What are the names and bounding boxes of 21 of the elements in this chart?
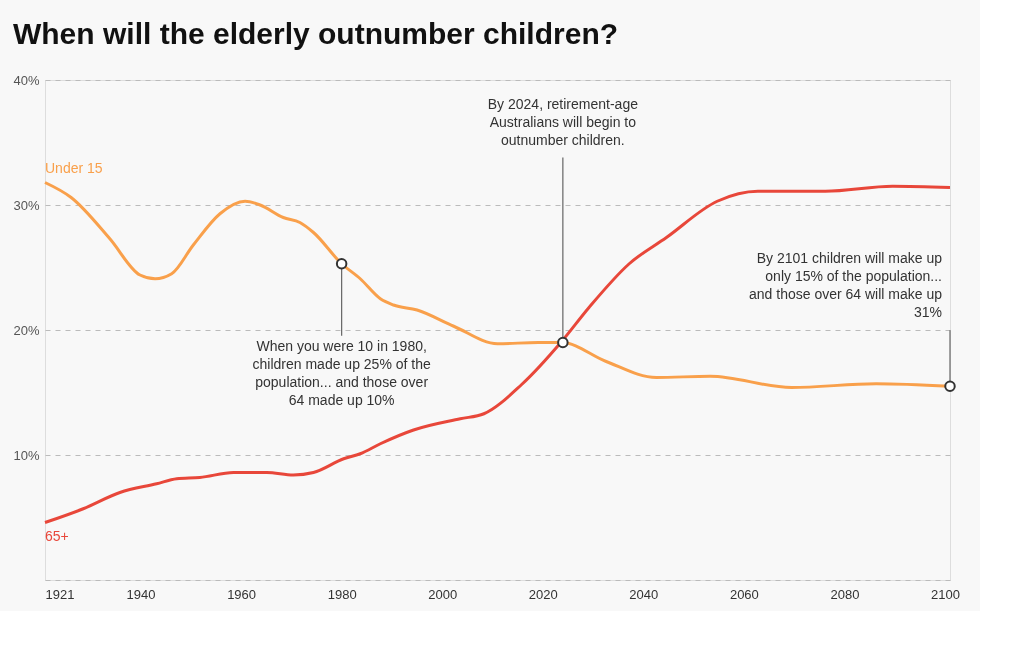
- x-tick-label: 2000: [428, 586, 458, 602]
- chart-title: When will the elderly outnumber children?: [12, 17, 619, 50]
- annotation: By 2024, retirement-age Australians will begin to outnumber children.: [487, 95, 639, 148]
- series-label: Under 15: [45, 159, 103, 176]
- x-tick-label: 1921: [45, 586, 75, 602]
- y-tick-label: 30%: [13, 197, 40, 213]
- x-tick-label: 1940: [126, 586, 156, 602]
- x-tick-label: 1960: [227, 586, 257, 602]
- x-tick-label: 2060: [729, 586, 759, 602]
- x-tick-label: 2080: [830, 586, 860, 602]
- y-tick-label: 10%: [13, 447, 40, 463]
- x-tick-label: 1980: [327, 586, 357, 602]
- y-tick-label: 20%: [13, 322, 40, 338]
- x-tick-label: 2040: [629, 586, 659, 602]
- x-tick-label: 2100: [931, 586, 960, 602]
- line-series: [43, 184, 952, 524]
- y-tick-label: 40%: [13, 72, 40, 88]
- annotation: By 2101 children will make up only 15% of the population... and those over 64 will make up 31%: [749, 250, 943, 321]
- x-tick-label: 2020: [528, 586, 558, 602]
- annotation: When you were 10 in 1980, children made up 25% of the population... and those over 64 made up 10%: [252, 337, 431, 408]
- series-label: 65+: [45, 527, 69, 544]
